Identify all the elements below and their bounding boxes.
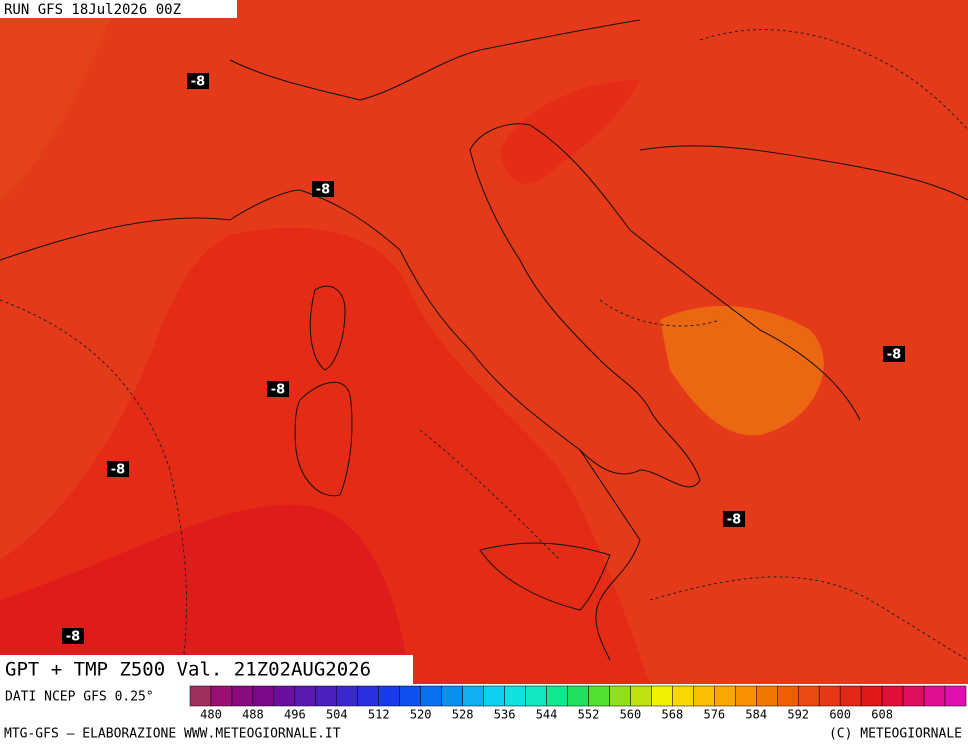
legend-tick-label: 576 (703, 708, 725, 722)
legend-swatch (504, 685, 526, 707)
legend-tick-label: 560 (620, 708, 642, 722)
legend-tick-label: 496 (284, 708, 306, 722)
legend-swatch (567, 685, 589, 707)
legend-swatch (483, 685, 505, 707)
legend-swatch (420, 685, 442, 707)
legend-swatch (252, 685, 275, 707)
contour-label: -8 (271, 383, 285, 398)
legend-tick-label: 512 (368, 708, 390, 722)
legend-swatch (693, 685, 715, 707)
legend-swatch (231, 685, 254, 707)
legend-swatch (525, 685, 547, 707)
legend-swatch (797, 685, 820, 707)
contour-label-box (267, 381, 289, 397)
legend-swatch (860, 685, 883, 707)
legend-swatch (273, 685, 296, 707)
data-source: DATI NCEP GFS 0.25° (5, 690, 154, 705)
legend-swatch (294, 685, 317, 707)
legend-tick-label: 480 (200, 708, 222, 722)
run-label-box (0, 0, 237, 18)
legend-swatch (315, 685, 338, 707)
legend-tick-label: 488 (242, 708, 264, 722)
legend-swatch (735, 685, 757, 707)
legend-swatch (776, 685, 799, 707)
legend-swatch (651, 685, 673, 707)
contour-label-box (62, 628, 84, 644)
legend-swatch (399, 685, 421, 707)
contour-label: -8 (66, 630, 80, 645)
contour-label: -8 (316, 183, 330, 198)
legend-swatch (818, 685, 841, 707)
legend-swatch (462, 685, 484, 707)
contour-label-box (883, 346, 905, 362)
contour-label-box (187, 73, 209, 89)
title-box (0, 655, 413, 684)
legend-tick-label: 544 (536, 708, 558, 722)
legend-swatch (357, 685, 380, 707)
legend-tick-label: 584 (745, 708, 767, 722)
legend-swatch (546, 685, 568, 707)
legend-swatch (881, 685, 904, 707)
contour-label: -8 (727, 513, 741, 528)
legend-swatch (588, 685, 610, 707)
legend-swatch (378, 685, 400, 707)
color-legend: 480 488 496 504 512 520 528 536 544 552 560 568 576 5… (189, 685, 967, 722)
legend-swatch (630, 685, 652, 707)
legend-tick-label: 600 (829, 708, 851, 722)
legend-swatch (441, 685, 463, 707)
legend-swatch (923, 685, 946, 707)
legend-tick-label: 536 (494, 708, 516, 722)
legend-tick-label: 568 (662, 708, 684, 722)
legend-swatch (672, 685, 694, 707)
legend-tick-label: 608 (871, 708, 893, 722)
legend-tick-label: 520 (410, 708, 432, 722)
legend-tick-label: 504 (326, 708, 348, 722)
contour-labels: -8 -8 -8 -8 -8 -8 -8 (62, 73, 905, 645)
legend-swatch (902, 685, 925, 707)
legend-swatch (210, 685, 233, 707)
contour-label: -8 (887, 348, 901, 363)
credit-right: (C) METEOGIORNALE (829, 727, 962, 742)
legend-swatch (714, 685, 736, 707)
legend-tick-label: 528 (452, 708, 474, 722)
legend-swatch (609, 685, 631, 707)
legend-swatch (839, 685, 862, 707)
map-title: GPT + TMP Z500 Val. 21Z02AUG2026 (5, 659, 371, 681)
legend-tick-label: 592 (787, 708, 809, 722)
contour-label-box (312, 181, 334, 197)
contour-label-box (107, 461, 129, 477)
credit-left: MTG-GFS — ELABORAZIONE WWW.METEOGIORNALE… (4, 727, 341, 742)
map-field (0, 0, 968, 685)
contour-label: -8 (111, 463, 125, 478)
run-label: RUN GFS 18Jul2026 00Z (4, 2, 181, 18)
legend-swatch (944, 685, 967, 707)
contour-label-box (723, 511, 745, 527)
legend-tick-label: 552 (578, 708, 600, 722)
legend-swatch (756, 685, 778, 707)
legend-swatch (336, 685, 359, 707)
contour-label: -8 (191, 75, 205, 90)
legend-swatch (189, 685, 212, 707)
